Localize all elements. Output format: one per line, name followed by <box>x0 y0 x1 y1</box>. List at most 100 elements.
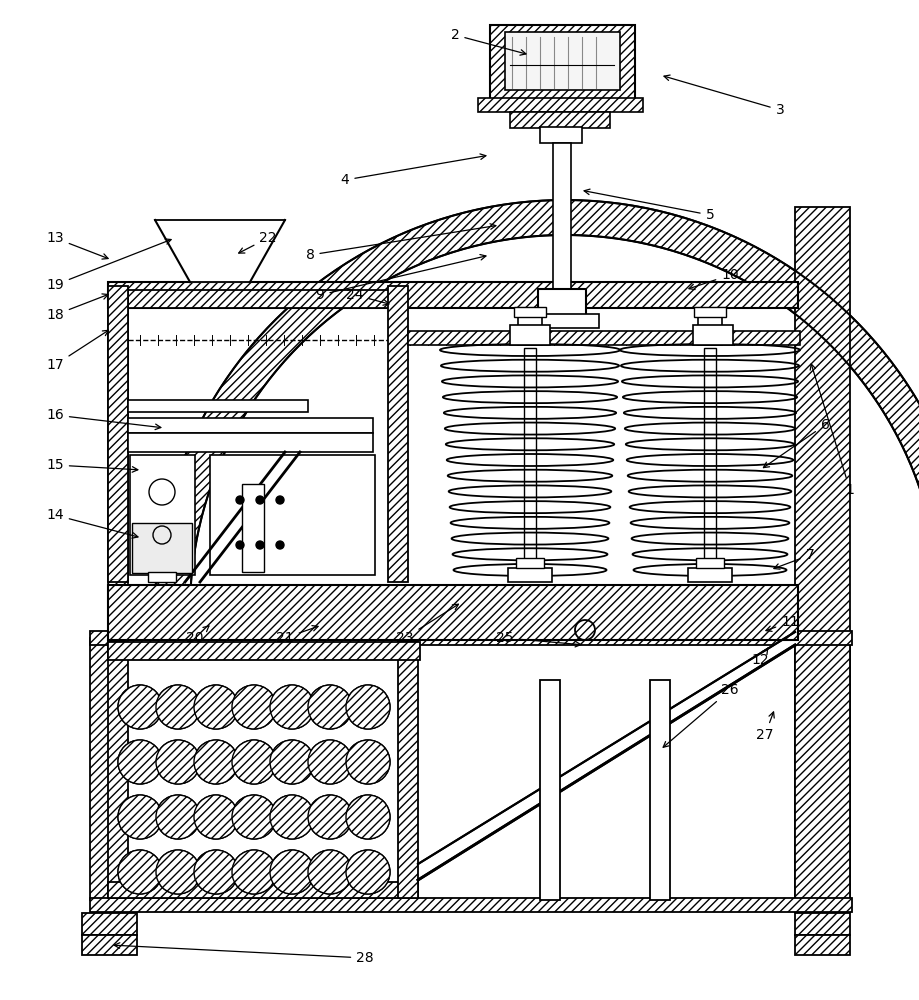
Circle shape <box>194 850 238 894</box>
Circle shape <box>232 740 276 784</box>
Circle shape <box>346 850 390 894</box>
Circle shape <box>118 850 162 894</box>
Bar <box>539 127 582 143</box>
Bar <box>794 207 849 912</box>
Bar <box>524 348 536 568</box>
Circle shape <box>346 740 390 784</box>
Circle shape <box>308 795 352 839</box>
Text: 13: 13 <box>46 231 108 259</box>
Polygon shape <box>154 200 919 610</box>
Circle shape <box>236 541 244 549</box>
Bar <box>90 631 851 645</box>
Bar <box>130 455 195 575</box>
Bar <box>242 484 264 572</box>
Text: 6: 6 <box>763 418 829 468</box>
Circle shape <box>232 795 276 839</box>
Text: 28: 28 <box>114 943 373 965</box>
Bar <box>90 898 851 912</box>
Circle shape <box>346 795 390 839</box>
Bar <box>490 25 634 100</box>
Bar <box>128 418 372 433</box>
Bar <box>696 558 723 568</box>
Bar <box>90 638 110 900</box>
Circle shape <box>118 740 162 784</box>
Circle shape <box>269 850 313 894</box>
Circle shape <box>194 795 238 839</box>
Circle shape <box>156 685 199 729</box>
Bar <box>108 282 797 308</box>
Polygon shape <box>154 200 919 610</box>
Bar <box>398 642 417 898</box>
Text: 14: 14 <box>46 508 138 538</box>
Circle shape <box>308 850 352 894</box>
Bar <box>794 935 849 955</box>
Circle shape <box>118 685 162 729</box>
Circle shape <box>156 850 199 894</box>
Text: 24: 24 <box>346 288 389 305</box>
Bar <box>514 307 545 317</box>
Circle shape <box>118 795 162 839</box>
Bar <box>478 98 642 112</box>
Circle shape <box>269 795 313 839</box>
Circle shape <box>308 740 352 784</box>
Text: 16: 16 <box>46 408 161 430</box>
Text: 7: 7 <box>773 548 813 569</box>
Circle shape <box>194 685 238 729</box>
Bar <box>108 286 128 582</box>
Circle shape <box>269 850 313 894</box>
Text: 22: 22 <box>238 231 277 253</box>
Bar <box>794 638 849 900</box>
Circle shape <box>232 850 276 894</box>
Circle shape <box>308 685 352 729</box>
Bar <box>507 568 551 582</box>
Circle shape <box>269 740 313 784</box>
Circle shape <box>118 685 162 729</box>
Text: 19: 19 <box>46 239 171 292</box>
Circle shape <box>156 685 199 729</box>
Bar <box>210 455 375 575</box>
Text: 9: 9 <box>315 255 485 302</box>
Circle shape <box>118 740 162 784</box>
Circle shape <box>346 795 390 839</box>
Text: 27: 27 <box>755 712 774 742</box>
Bar <box>108 882 417 898</box>
Bar <box>108 585 797 640</box>
Circle shape <box>118 850 162 894</box>
Text: 18: 18 <box>46 294 108 322</box>
Circle shape <box>269 740 313 784</box>
Circle shape <box>194 795 238 839</box>
Bar <box>128 290 390 308</box>
Bar <box>82 935 137 955</box>
Bar <box>82 913 137 935</box>
Text: 21: 21 <box>276 626 318 645</box>
Polygon shape <box>417 632 794 880</box>
Bar <box>108 642 128 898</box>
Bar <box>552 143 571 290</box>
Text: 3: 3 <box>664 75 784 117</box>
Bar <box>525 314 598 328</box>
Bar <box>148 572 176 582</box>
Text: 12: 12 <box>751 648 768 667</box>
Text: 2: 2 <box>450 28 526 55</box>
Circle shape <box>269 685 313 729</box>
Bar <box>698 315 721 345</box>
Bar <box>538 289 585 315</box>
Circle shape <box>346 740 390 784</box>
Circle shape <box>118 795 162 839</box>
Circle shape <box>156 850 199 894</box>
Text: 17: 17 <box>46 330 108 372</box>
Text: 25: 25 <box>495 631 580 647</box>
Bar <box>388 286 407 582</box>
Bar <box>108 305 128 640</box>
Circle shape <box>156 795 199 839</box>
Circle shape <box>236 496 244 504</box>
Bar <box>108 642 420 660</box>
Circle shape <box>232 685 276 729</box>
Circle shape <box>156 740 199 784</box>
Text: 5: 5 <box>584 189 713 222</box>
Bar <box>516 558 543 568</box>
Circle shape <box>346 685 390 729</box>
Bar <box>692 325 732 345</box>
Bar <box>131 523 192 573</box>
Circle shape <box>156 795 199 839</box>
